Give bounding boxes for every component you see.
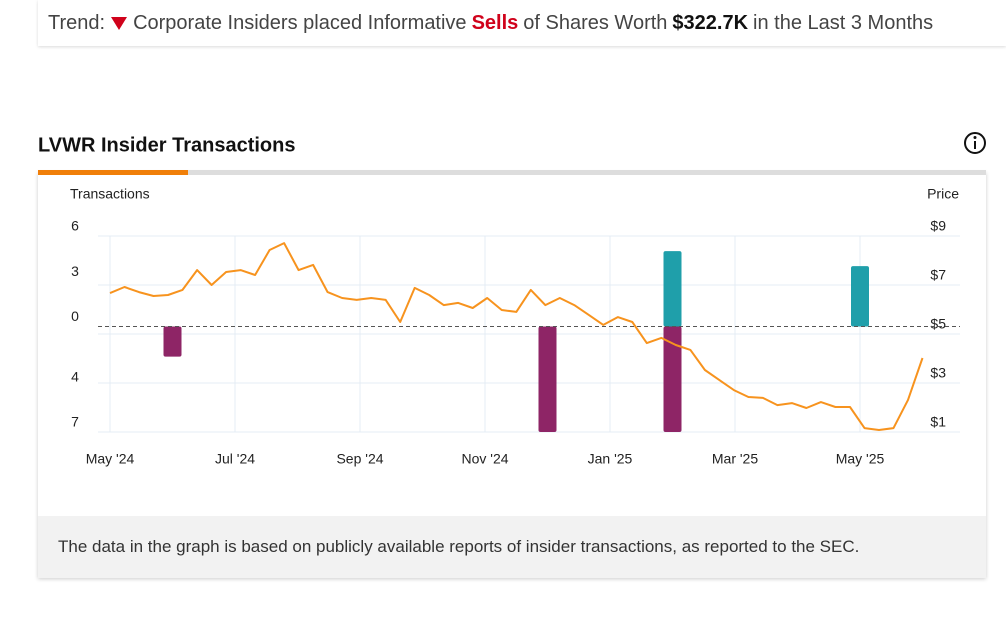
tab-track (38, 170, 986, 175)
trend-suffix: in the Last 3 Months (753, 12, 934, 34)
x-tick-label: Mar '25 (712, 451, 758, 467)
y2-tick-label: $7 (930, 267, 946, 283)
footnote: The data in the graph is based on public… (58, 537, 860, 556)
info-icon[interactable] (964, 132, 986, 154)
x-tick-label: Sep '24 (336, 451, 383, 467)
buy-bar (851, 266, 869, 327)
sell-bar (163, 326, 182, 357)
y-tick-label: 6 (71, 218, 79, 234)
x-tick-label: May '24 (86, 451, 135, 467)
sell-bar (663, 326, 682, 432)
trend-action: Sells (471, 12, 519, 34)
x-tick-label: Nov '24 (461, 451, 508, 467)
trend-middle: of Shares Worth (523, 12, 668, 34)
price-line (109, 242, 924, 431)
y-tick-label: 3 (71, 263, 79, 279)
y2-tick-label: $3 (930, 365, 946, 381)
sell-bar (538, 326, 557, 432)
x-tick-label: Jul '24 (215, 451, 255, 467)
y2-tick-label: $5 (930, 316, 946, 332)
x-tick-label: May '25 (836, 451, 885, 467)
y-tick-label: 0 (71, 308, 79, 324)
y2-tick-label: $9 (930, 218, 946, 234)
trend-label: Trend: (48, 12, 106, 34)
down-arrow (111, 17, 128, 30)
y2-tick-label: $1 (930, 414, 946, 430)
chart-title: LVWR Insider Transactions (38, 134, 295, 156)
buy-bar (663, 251, 682, 327)
trend-amount: $322.7K (672, 12, 749, 34)
tab-active[interactable] (38, 170, 188, 175)
y-axis-label: Transactions (70, 186, 150, 202)
x-tick-label: Jan '25 (588, 451, 633, 467)
y-tick-label: 7 (71, 414, 79, 430)
y2-axis-label: Price (927, 186, 959, 202)
trend-bar: Trend: Corporate Insiders placed Informat… (38, 0, 1006, 46)
y-tick-label: 4 (71, 368, 79, 384)
footnote-box: The data in the graph is based on public… (38, 516, 986, 578)
trend-prefix: Corporate Insiders placed Informative (133, 12, 467, 34)
